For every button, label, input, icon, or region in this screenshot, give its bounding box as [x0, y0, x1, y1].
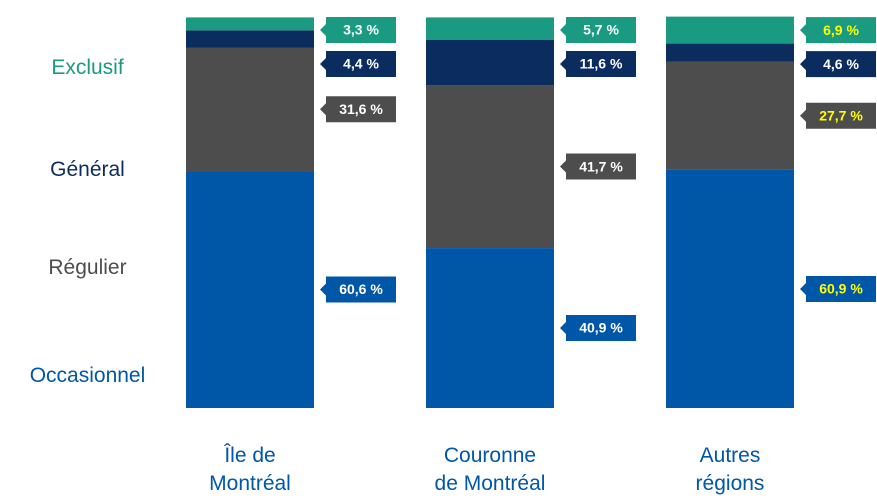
value-label: 5,7 %	[583, 22, 619, 38]
bar-segment	[426, 17, 554, 40]
bar-segment	[186, 30, 314, 48]
bar-segment	[186, 17, 314, 31]
value-label: 6,9 %	[823, 22, 859, 38]
value-label: 4,6 %	[823, 56, 859, 72]
value-label: 11,6 %	[580, 56, 623, 72]
bar-segment	[666, 43, 794, 62]
legend-label: Occasionnel	[29, 364, 146, 387]
value-label: 4,4 %	[343, 56, 379, 72]
value-label: 31,6 %	[339, 101, 383, 117]
label-box	[560, 153, 636, 180]
label-box	[320, 51, 396, 77]
legend-label: Régulier	[48, 256, 127, 279]
bar-segment	[426, 39, 554, 86]
label-box	[800, 275, 876, 302]
label-box	[800, 102, 876, 129]
x-tick-label: Couronne de Montréal	[434, 444, 546, 495]
bar-segment	[666, 16, 794, 44]
bar-segment	[186, 47, 314, 172]
label-box	[800, 17, 876, 44]
value-label: 40,9 %	[579, 320, 623, 336]
label-box	[320, 96, 396, 123]
label-box	[320, 17, 396, 43]
label-box	[560, 51, 636, 77]
label-box	[320, 276, 396, 303]
value-label: 60,9 %	[819, 281, 863, 297]
bar-segment	[666, 61, 794, 170]
legend-label: Exclusif	[51, 56, 124, 79]
x-tick-label: Autres régions	[695, 444, 765, 495]
legend-label: Général	[50, 158, 125, 181]
value-label: 41,7 %	[579, 158, 623, 174]
value-label: 3,3 %	[343, 22, 379, 38]
bar-segment	[666, 169, 794, 408]
value-label: 60,6 %	[339, 281, 383, 297]
bar-segment	[426, 85, 554, 249]
value-label: 27,7 %	[819, 107, 863, 123]
x-tick-label: Île de Montréal	[209, 444, 291, 495]
label-box	[560, 315, 636, 342]
label-box	[800, 51, 876, 78]
label-box	[560, 17, 636, 43]
bar-segment	[426, 248, 554, 408]
bar-segment	[186, 171, 314, 408]
